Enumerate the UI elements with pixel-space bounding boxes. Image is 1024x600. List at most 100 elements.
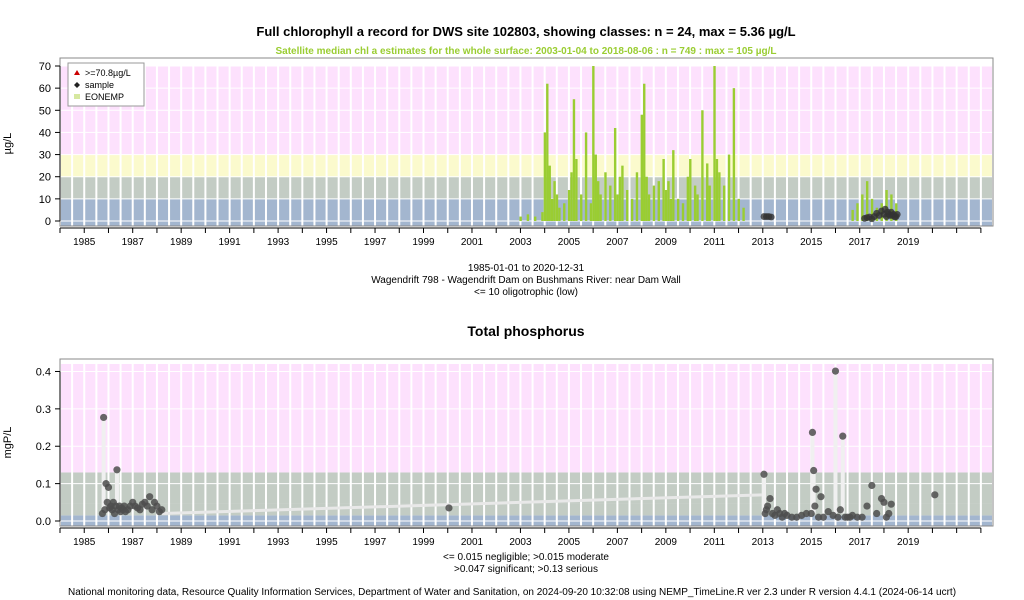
legend-label: >=70.8µg/L [85,68,131,78]
eonemp-bar [664,190,668,221]
sample-point [834,513,842,521]
sample-point [104,483,113,491]
eonemp-bar [635,172,639,221]
eonemp-bar [550,198,554,221]
eonemp-bar [548,165,551,221]
y-tick-label: 40 [39,127,51,139]
legend-label: sample [85,80,114,90]
y-axis-label: mgP/L [2,427,14,459]
eonemp-bar [546,83,549,221]
sample-point [887,500,895,508]
eonemp-bar [563,203,566,221]
eonemp-bar [647,194,651,221]
chart1-legend: >=70.8µg/L sample EONEMP [67,62,145,107]
sample-point [863,502,871,510]
eonemp-bar [727,154,731,221]
eonemp-bar [890,194,893,221]
eonemp-bar [861,194,864,221]
x-tick-label: 2015 [800,237,823,248]
x-tick-label: 1997 [364,237,387,248]
eonemp-bar [604,172,607,221]
eonemp-bar [541,212,544,221]
sample-point [824,508,832,516]
y-axis-label: µg/L [2,133,14,155]
y-tick-label: 50 [39,105,51,117]
eonemp-bar [553,181,556,221]
sample-point [766,494,774,503]
x-tick-label: 1995 [315,537,338,548]
eonemp-bar [558,207,561,221]
sample-point [808,428,817,437]
x-tick-label: 2001 [461,237,484,248]
y-tick-label: 0.2 [36,441,51,453]
eonemp-bar [616,194,619,221]
y-tick-label: 20 [39,172,51,184]
y-tick-label: 0.1 [36,479,51,491]
eonemp-bar [681,203,685,221]
eonemp-bar [580,194,583,221]
x-tick-label: 1991 [219,537,242,548]
legend-diamond-icon [74,82,80,88]
eonemp-bar [533,216,537,221]
chart1-title: Full chlorophyll a record for DWS site 1… [256,24,796,39]
eonemp-bar [689,159,692,221]
y-tick-label: 0 [45,216,51,228]
x-tick-label: 2011 [704,537,726,548]
eonemp-bar [713,66,716,221]
sample-point [817,493,825,501]
sample-point [819,513,827,521]
chart1-caption-class: <= 10 oligotrophic (low) [474,287,578,298]
chart1-subtitle: Satellite median chl a estimates for the… [275,46,777,57]
class-band-1 [60,176,993,199]
eonemp-bar [686,176,690,221]
chart1-caption-site: Wagendrift 798 - Wagendrift Dam on Bushm… [371,275,681,286]
eonemp-bar [640,114,644,221]
eonemp-bar [701,110,704,221]
eonemp-bar [667,181,670,221]
x-tick-label: 2003 [509,537,532,548]
class-band-0 [60,515,993,521]
class-band-2 [60,472,993,504]
sample-point [764,502,772,510]
x-tick-label: 2007 [606,537,629,548]
eonemp-bar [718,172,721,221]
class-band-1 [60,503,993,516]
x-tick-label: 1997 [364,537,387,548]
eonemp-bar [645,176,648,221]
sample-point [146,493,154,501]
eonemp-bar [526,214,530,221]
eonemp-bar [737,198,740,221]
x-tick-label: 1985 [73,237,96,248]
x-tick-label: 2007 [606,237,629,248]
sample-point [812,485,820,493]
eonemp-bar [708,185,711,221]
eonemp-bar [567,190,571,221]
sample-point [767,213,775,221]
class-band-2 [60,154,993,177]
eonemp-bar [652,185,656,221]
eonemp-bar [609,185,612,221]
eonemp-bar [543,132,547,221]
x-tick-label: 1991 [219,237,242,248]
x-tick-label: 2017 [849,537,872,548]
sample-point [868,481,876,490]
sample-point [836,506,844,514]
sample-point [807,509,815,518]
legend-box [67,62,145,107]
x-tick-label: 2001 [461,537,484,548]
phosphorus-chart: 0.0 0.1 0.2 0.3 0.4 mgP/L 1985 1987 1989 1991 1993… [2,358,994,548]
eonemp-bar [693,185,697,221]
eonemp-bar [715,159,719,221]
eonemp-bar [672,150,675,221]
x-tick-label: 2009 [655,537,678,548]
chart1-caption-date-range: 1985-01-01 to 2020-12-31 [467,263,585,274]
sample-point [873,509,881,518]
sample-point [136,506,144,514]
eonemp-bar [589,203,593,221]
eonemp-bar [626,190,629,221]
x-tick-label: 1999 [412,537,435,548]
x-tick-label: 2013 [752,537,775,548]
eonemp-bar [662,159,665,221]
y-tick-label: 0.3 [36,404,51,416]
x-tick-label: 1989 [170,237,193,248]
